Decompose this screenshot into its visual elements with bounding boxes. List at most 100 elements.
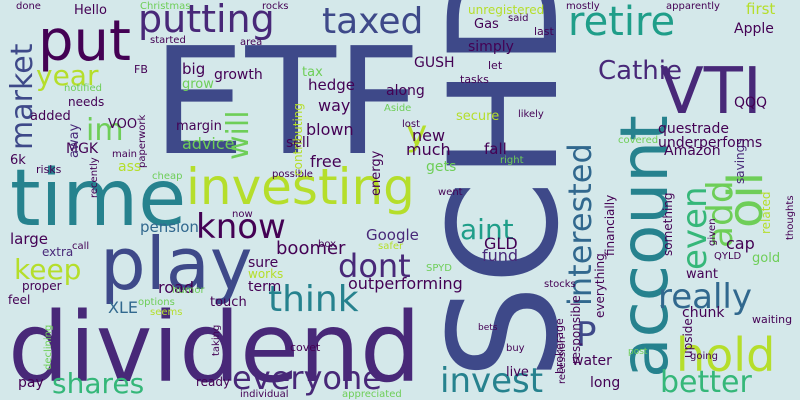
word: unregistered <box>468 3 545 17</box>
word: gets <box>426 159 457 175</box>
word: Christmas <box>140 1 191 12</box>
word: think <box>268 279 359 320</box>
word: ass <box>118 159 142 175</box>
word: needs <box>68 95 105 109</box>
word: along <box>386 83 425 99</box>
word: Hello <box>74 3 107 18</box>
word: keep <box>14 253 82 286</box>
word: something <box>661 192 675 256</box>
word: bets <box>478 323 498 333</box>
word: boomer <box>276 238 346 259</box>
word: safer <box>378 241 404 252</box>
word: taking <box>211 324 222 356</box>
word: cap <box>726 234 755 253</box>
word: started <box>150 35 186 46</box>
word: away <box>67 123 82 158</box>
word: P <box>576 315 597 355</box>
word: added <box>30 109 71 124</box>
word: Google <box>366 226 419 244</box>
word: now <box>232 209 253 220</box>
word: humor <box>172 285 205 296</box>
word: feel <box>8 293 31 307</box>
word: market <box>5 43 40 150</box>
word: fund <box>482 246 519 265</box>
word: grow <box>182 77 214 92</box>
word: big <box>182 60 206 78</box>
word: tax <box>302 65 323 80</box>
word: ready <box>196 375 231 389</box>
word: options <box>138 297 175 308</box>
word: let <box>488 59 503 72</box>
word: 6k <box>10 153 26 168</box>
word: im <box>86 113 124 148</box>
word: given <box>707 218 718 246</box>
word: declining <box>43 324 54 370</box>
word: questrade <box>658 121 729 137</box>
word: road <box>158 278 194 297</box>
word: proper <box>22 279 62 293</box>
word: simply <box>468 39 514 55</box>
word: rocks <box>262 1 289 12</box>
word: appreciated <box>342 389 402 400</box>
word: box <box>318 239 337 250</box>
word: everything <box>593 253 607 318</box>
word: Apple <box>734 21 774 37</box>
word: Cathie <box>598 56 682 86</box>
word: went <box>438 187 463 198</box>
word: contributing <box>291 102 305 176</box>
word: invest <box>440 361 544 400</box>
word: recently <box>89 157 100 198</box>
word: underperforms <box>658 135 763 151</box>
word: everyone <box>232 359 382 397</box>
word: pension <box>140 218 199 236</box>
word: putting <box>138 0 275 41</box>
word: covered <box>618 135 659 146</box>
word: much <box>406 140 451 159</box>
word: investing <box>186 158 415 216</box>
word: main <box>112 149 137 160</box>
word: know <box>196 207 286 247</box>
word: better <box>660 365 752 400</box>
word: dividend <box>8 292 421 400</box>
word: notified <box>64 83 102 94</box>
word: MGK <box>66 141 99 157</box>
word: buy <box>506 343 525 354</box>
word: live <box>506 365 529 380</box>
word: Amazon <box>664 143 721 159</box>
word: QYLD <box>714 251 742 262</box>
word: Gas <box>474 17 499 32</box>
word: post <box>628 347 648 357</box>
word: year <box>36 59 99 92</box>
word: Aside <box>384 103 412 114</box>
word: pay <box>18 375 44 391</box>
word: waiting <box>752 313 793 326</box>
word: shares <box>52 367 145 400</box>
word: margin <box>176 119 222 134</box>
word: SPYD <box>426 263 452 274</box>
word: possible <box>272 169 313 180</box>
word: cheap <box>152 171 183 182</box>
word: gold <box>752 251 781 266</box>
word: GUSH <box>414 55 455 71</box>
word: XLE <box>108 298 138 317</box>
word: call <box>72 241 90 252</box>
word: water <box>572 353 612 369</box>
word: said <box>508 13 529 24</box>
word: GLD <box>484 234 518 253</box>
word: going <box>690 351 718 362</box>
word: sell <box>286 135 310 151</box>
word: y <box>406 113 428 154</box>
word: tasks <box>460 73 489 86</box>
word: likely <box>518 109 544 120</box>
word: taxed <box>322 1 424 42</box>
word: risks <box>36 163 62 176</box>
word: really <box>658 277 752 317</box>
word: long <box>590 375 621 391</box>
word: right <box>500 155 524 166</box>
word: QQQ <box>734 95 768 111</box>
word: brokerage <box>553 318 566 374</box>
word: growth <box>214 67 263 83</box>
word: mostly <box>566 1 600 12</box>
word: aint <box>460 213 514 246</box>
